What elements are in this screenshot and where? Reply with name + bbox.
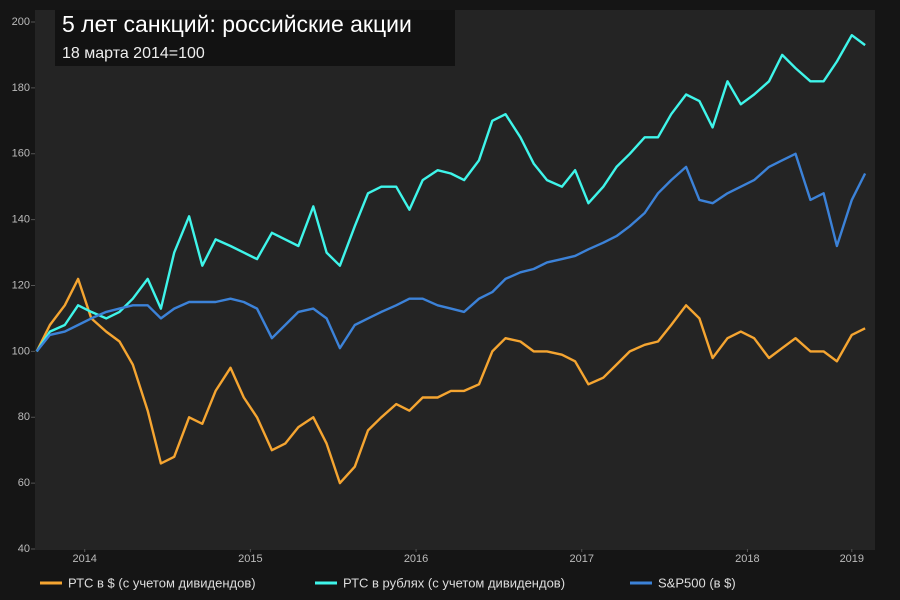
legend-label: РТС в рублях (с учетом дивидендов) xyxy=(343,575,565,590)
x-tick-label: 2017 xyxy=(570,553,594,565)
x-tick-label: 2016 xyxy=(404,553,428,565)
series-line xyxy=(35,152,867,353)
chart-subtitle: 18 марта 2014=100 xyxy=(62,45,205,62)
series-line xyxy=(35,277,866,485)
y-tick-label: 180 xyxy=(12,82,30,94)
y-tick-label: 40 xyxy=(18,543,30,555)
plot-area xyxy=(35,10,875,550)
y-tick-label: 80 xyxy=(18,411,30,423)
y-tick-label: 60 xyxy=(18,477,30,489)
title-box xyxy=(55,10,455,66)
y-tick-label: 200 xyxy=(12,16,30,28)
marks xyxy=(35,34,867,485)
legend-label: S&P500 (в $) xyxy=(658,575,736,590)
legend-label: РТС в $ (с учетом дивидендов) xyxy=(68,575,256,590)
y-tick-label: 160 xyxy=(12,148,30,160)
chart-title: 5 лет санкций: российские акции xyxy=(62,11,412,37)
x-tick-label: 2015 xyxy=(238,553,262,565)
y-tick-label: 120 xyxy=(12,279,30,291)
y-tick-label: 100 xyxy=(12,345,30,357)
x-tick-label: 2018 xyxy=(735,553,759,565)
y-tick-label: 140 xyxy=(12,214,30,226)
x-tick-label: 2019 xyxy=(840,553,864,565)
series-line xyxy=(35,34,866,353)
x-tick-label: 2014 xyxy=(72,553,96,565)
